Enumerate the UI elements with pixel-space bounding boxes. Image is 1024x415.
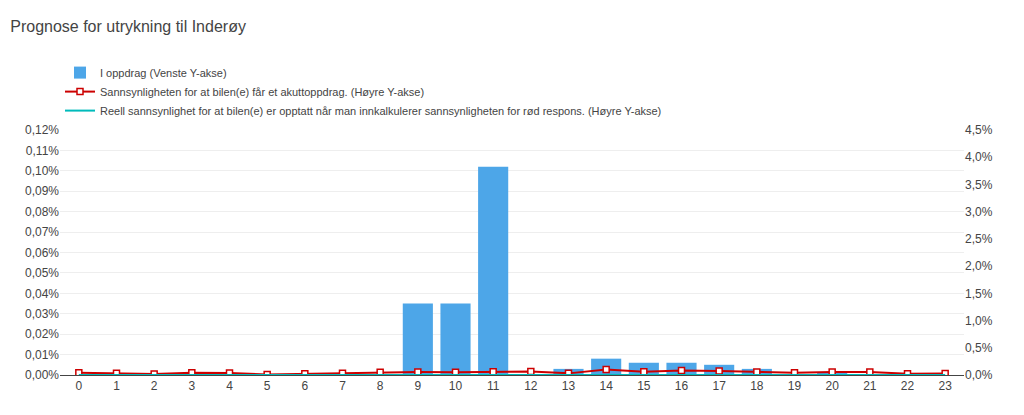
svg-text:15: 15: [637, 379, 651, 393]
svg-text:3,0%: 3,0%: [965, 205, 993, 219]
svg-text:5: 5: [264, 379, 271, 393]
svg-text:6: 6: [301, 379, 308, 393]
svg-text:0,03%: 0,03%: [25, 307, 59, 321]
svg-text:1,0%: 1,0%: [965, 314, 993, 328]
svg-text:18: 18: [750, 379, 764, 393]
svg-text:8: 8: [377, 379, 384, 393]
svg-text:1,5%: 1,5%: [965, 287, 993, 301]
svg-text:22: 22: [901, 379, 915, 393]
svg-text:0,05%: 0,05%: [25, 266, 59, 280]
svg-text:0: 0: [75, 379, 82, 393]
svg-text:2,0%: 2,0%: [965, 259, 993, 273]
svg-text:0,01%: 0,01%: [25, 348, 59, 362]
svg-text:21: 21: [863, 379, 877, 393]
svg-text:13: 13: [562, 379, 576, 393]
svg-text:0,12%: 0,12%: [25, 123, 59, 137]
svg-text:14: 14: [599, 379, 613, 393]
svg-text:3,5%: 3,5%: [965, 178, 993, 192]
svg-text:0,00%: 0,00%: [25, 368, 59, 382]
svg-text:23: 23: [938, 379, 952, 393]
svg-text:4,5%: 4,5%: [965, 123, 993, 137]
svg-text:Reell sannsynlighet for at bil: Reell sannsynlighet for at bilen(e) er o…: [100, 105, 661, 117]
svg-text:2: 2: [151, 379, 158, 393]
svg-text:2,5%: 2,5%: [965, 232, 993, 246]
svg-text:0,07%: 0,07%: [25, 225, 59, 239]
svg-text:1: 1: [113, 379, 120, 393]
svg-text:16: 16: [675, 379, 689, 393]
svg-text:20: 20: [825, 379, 839, 393]
svg-text:3: 3: [188, 379, 195, 393]
svg-text:I oppdrag (Venste Y-akse): I oppdrag (Venste Y-akse): [100, 67, 227, 79]
svg-text:0,08%: 0,08%: [25, 205, 59, 219]
svg-text:7: 7: [339, 379, 346, 393]
svg-text:4,0%: 4,0%: [965, 150, 993, 164]
svg-text:9: 9: [414, 379, 421, 393]
svg-text:19: 19: [788, 379, 802, 393]
svg-text:0,10%: 0,10%: [25, 164, 59, 178]
svg-text:0,04%: 0,04%: [25, 287, 59, 301]
svg-text:4: 4: [226, 379, 233, 393]
svg-text:11: 11: [487, 379, 500, 393]
svg-text:17: 17: [712, 379, 726, 393]
svg-text:12: 12: [524, 379, 538, 393]
svg-text:0,5%: 0,5%: [965, 341, 993, 355]
svg-text:0,0%: 0,0%: [965, 368, 993, 382]
svg-text:0,09%: 0,09%: [25, 184, 59, 198]
svg-text:0,11%: 0,11%: [26, 144, 59, 158]
svg-text:10: 10: [449, 379, 463, 393]
svg-text:Prognose for utrykning til Ind: Prognose for utrykning til Inderøy: [10, 18, 246, 35]
svg-text:0,06%: 0,06%: [25, 246, 59, 260]
svg-text:Sannsynligheten for at bilen(e: Sannsynligheten for at bilen(e) får et a…: [100, 86, 424, 98]
svg-text:0,02%: 0,02%: [25, 327, 59, 341]
